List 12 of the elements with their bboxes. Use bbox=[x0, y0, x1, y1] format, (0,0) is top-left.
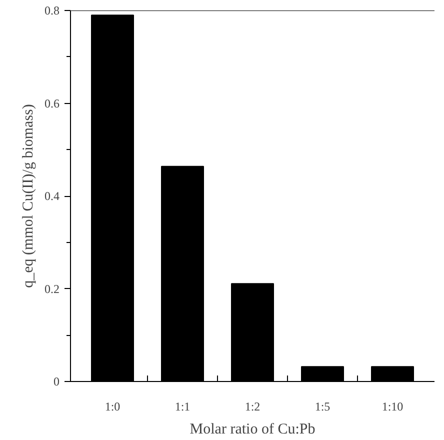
x-tick-label: 1:1 bbox=[174, 400, 190, 414]
y-tick-label: 0.6 bbox=[44, 96, 60, 110]
x-tick-label: 1:0 bbox=[104, 400, 120, 414]
x-tick-label: 1:2 bbox=[244, 400, 260, 414]
x-tick-label: 1:10 bbox=[382, 400, 404, 414]
y-tick-label: 0 bbox=[54, 374, 60, 388]
y-tick-label: 0.8 bbox=[44, 4, 60, 18]
y-tick-label: 0.4 bbox=[44, 189, 60, 203]
y-axis-title: q_eq (mmol Cu(II)/g biomass) bbox=[20, 104, 36, 288]
x-tick-label: 1:5 bbox=[314, 400, 330, 414]
y-tick-label: 0.2 bbox=[44, 282, 60, 296]
x-axis-title: Molar ratio of Cu:Pb bbox=[190, 422, 316, 438]
